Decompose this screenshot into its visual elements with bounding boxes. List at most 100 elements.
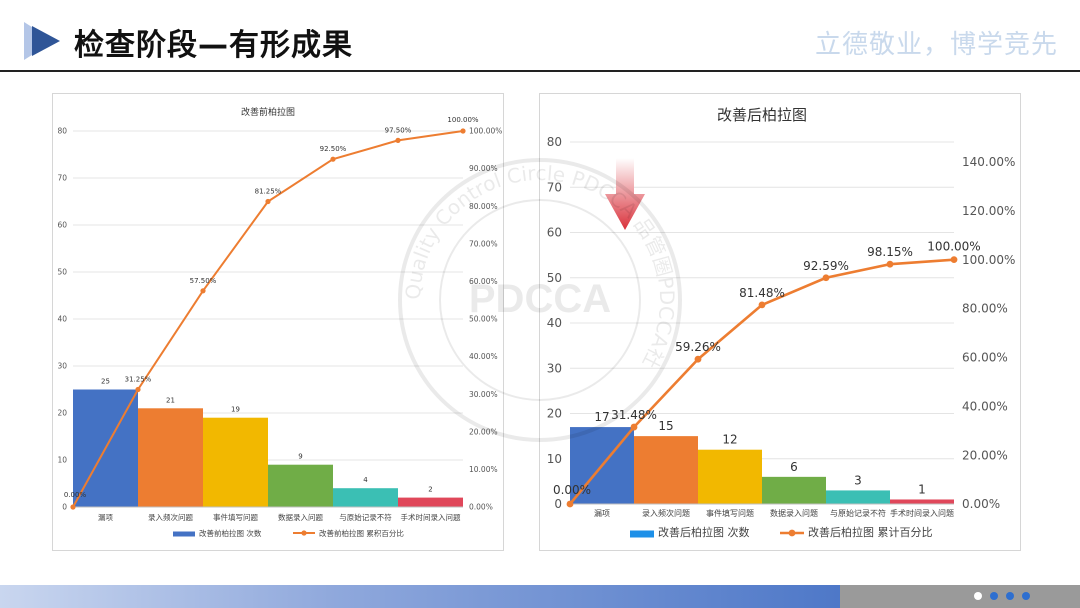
bar-data-label: 6 xyxy=(790,460,798,474)
x-category-label: 数据录入问题 xyxy=(278,512,323,522)
y-right-tick-label: 10.00% xyxy=(469,465,498,474)
y-left-tick-label: 40 xyxy=(57,315,67,324)
x-category-label: 事件填写问题 xyxy=(213,512,258,522)
line-point xyxy=(200,288,206,294)
line-data-label: 59.26% xyxy=(675,340,721,354)
line-point xyxy=(950,256,958,264)
x-category-label: 手术时间录入问题 xyxy=(890,508,954,518)
line-point xyxy=(330,156,336,162)
y-right-tick-label: 40.00% xyxy=(962,399,1008,413)
bar xyxy=(826,490,890,504)
line-data-label: 0.00% xyxy=(64,491,87,499)
legend-line-marker xyxy=(301,530,307,536)
bar-data-label: 21 xyxy=(166,396,175,404)
line-data-label: 81.25% xyxy=(255,188,282,196)
bar-data-label: 3 xyxy=(854,473,862,487)
y-left-tick-label: 10 xyxy=(57,456,67,465)
y-right-tick-label: 80.00% xyxy=(469,202,498,211)
y-right-tick-label: 60.00% xyxy=(469,277,498,286)
bar xyxy=(398,497,463,507)
line-data-label: 100.00% xyxy=(447,116,478,124)
bar-data-label: 1 xyxy=(918,482,926,496)
page-dot[interactable] xyxy=(974,592,982,600)
x-category-label: 与原始记录不符 xyxy=(339,512,392,522)
pareto-chart-after: 改善后柏拉图 0 10 20 30 40 50 60 70 80 0.00% 20.00% 40.00%… xyxy=(547,106,1016,539)
page-dot[interactable] xyxy=(1022,592,1030,600)
y-left-tick-label: 80 xyxy=(57,127,67,136)
x-category-label: 漏项 xyxy=(98,512,113,522)
y-left-tick-label: 80 xyxy=(547,135,562,149)
bar xyxy=(268,464,333,507)
y-left-tick-label: 30 xyxy=(547,361,562,375)
line-point xyxy=(694,355,702,363)
y-left-tick-label: 60 xyxy=(547,226,562,240)
line-data-label: 0.00% xyxy=(553,483,591,497)
bar xyxy=(203,417,268,507)
x-category-label: 与原始记录不符 xyxy=(830,508,886,518)
footer-gradient xyxy=(0,585,840,608)
legend-line-marker xyxy=(788,529,796,537)
y-right-tick-label: 70.00% xyxy=(469,239,498,248)
y-right-tick-label: 20.00% xyxy=(469,427,498,436)
x-category-label: 漏项 xyxy=(594,508,610,518)
y-right-tick-label: 120.00% xyxy=(962,204,1015,218)
line-point xyxy=(395,137,401,143)
line-data-label: 98.15% xyxy=(867,245,913,259)
line-point xyxy=(566,500,574,508)
play-arrow-icon xyxy=(24,22,60,60)
bar-data-label: 19 xyxy=(231,406,240,414)
y-right-tick-label: 100.00% xyxy=(469,127,502,136)
y-right-tick-label: 60.00% xyxy=(962,351,1008,365)
y-left-tick-label: 50 xyxy=(57,268,67,277)
line-data-label: 92.50% xyxy=(320,145,347,153)
legend-bar-swatch xyxy=(630,530,654,538)
page-dot[interactable] xyxy=(990,592,998,600)
line-point xyxy=(886,260,894,268)
y-right-tick-label: 140.00% xyxy=(962,155,1015,169)
y-left-tick-label: 30 xyxy=(57,362,67,371)
y-left-tick-label: 10 xyxy=(547,452,562,466)
page-dot[interactable] xyxy=(1006,592,1014,600)
line-point xyxy=(822,274,830,282)
bar-data-label: 4 xyxy=(363,476,368,484)
line-data-label: 31.25% xyxy=(125,376,152,384)
y-right-tick-label: 0.00% xyxy=(962,497,1000,511)
motto-text: 立德敬业，博学竞先 xyxy=(814,30,1058,60)
line-data-label: 31.48% xyxy=(611,408,657,422)
bar-data-label: 9 xyxy=(298,453,302,461)
chart-panel-after: 改善后柏拉图 0 10 20 30 40 50 60 70 80 0.00% 20.00% 40.00%… xyxy=(539,93,1021,551)
bar xyxy=(634,436,698,504)
line-data-label: 57.50% xyxy=(190,277,217,285)
line-point xyxy=(460,128,466,134)
line-point xyxy=(70,504,76,510)
pareto-chart-before: 改善前柏拉图010203040506070800.00%10.00%20.00%… xyxy=(57,106,502,538)
y-right-tick-label: 30.00% xyxy=(469,390,498,399)
bar xyxy=(333,488,398,507)
chart-panel-before: 改善前柏拉图 0 10 20 30 40 50 60 70 80 0.00% 10.00% 20.00%… xyxy=(52,93,504,551)
y-right-tick-label: 0.00% xyxy=(469,503,493,512)
line-point xyxy=(758,301,766,309)
y-left-tick-label: 20 xyxy=(57,409,67,418)
header-divider xyxy=(0,70,1080,72)
footer-bar xyxy=(0,585,1080,608)
y-left-tick-label: 0 xyxy=(554,497,562,511)
footer-gray-block xyxy=(840,585,1080,608)
bar xyxy=(138,408,203,507)
page-dots xyxy=(974,592,1030,600)
legend-bar-swatch xyxy=(173,531,195,537)
x-category-label: 数据录入问题 xyxy=(770,508,818,518)
line-point xyxy=(135,386,141,393)
bar-data-label: 25 xyxy=(101,378,110,386)
legend-entry-line: 改善前柏拉图 累积百分比 xyxy=(319,528,404,538)
bar-data-label: 12 xyxy=(722,433,737,447)
y-left-tick-label: 40 xyxy=(547,316,562,330)
line-point xyxy=(630,423,638,431)
y-right-tick-label: 40.00% xyxy=(469,352,498,361)
x-category-label: 手术时间录入问题 xyxy=(401,512,461,522)
x-category-label: 事件填写问题 xyxy=(706,508,754,518)
y-right-tick-label: 80.00% xyxy=(962,302,1008,316)
chart-title: 改善前柏拉图 xyxy=(241,106,295,118)
slide-header: 检查阶段—有形成果 立德敬业，博学竞先 xyxy=(0,0,1080,72)
bar-data-label: 2 xyxy=(428,486,432,494)
chart-title: 改善后柏拉图 xyxy=(717,106,807,124)
